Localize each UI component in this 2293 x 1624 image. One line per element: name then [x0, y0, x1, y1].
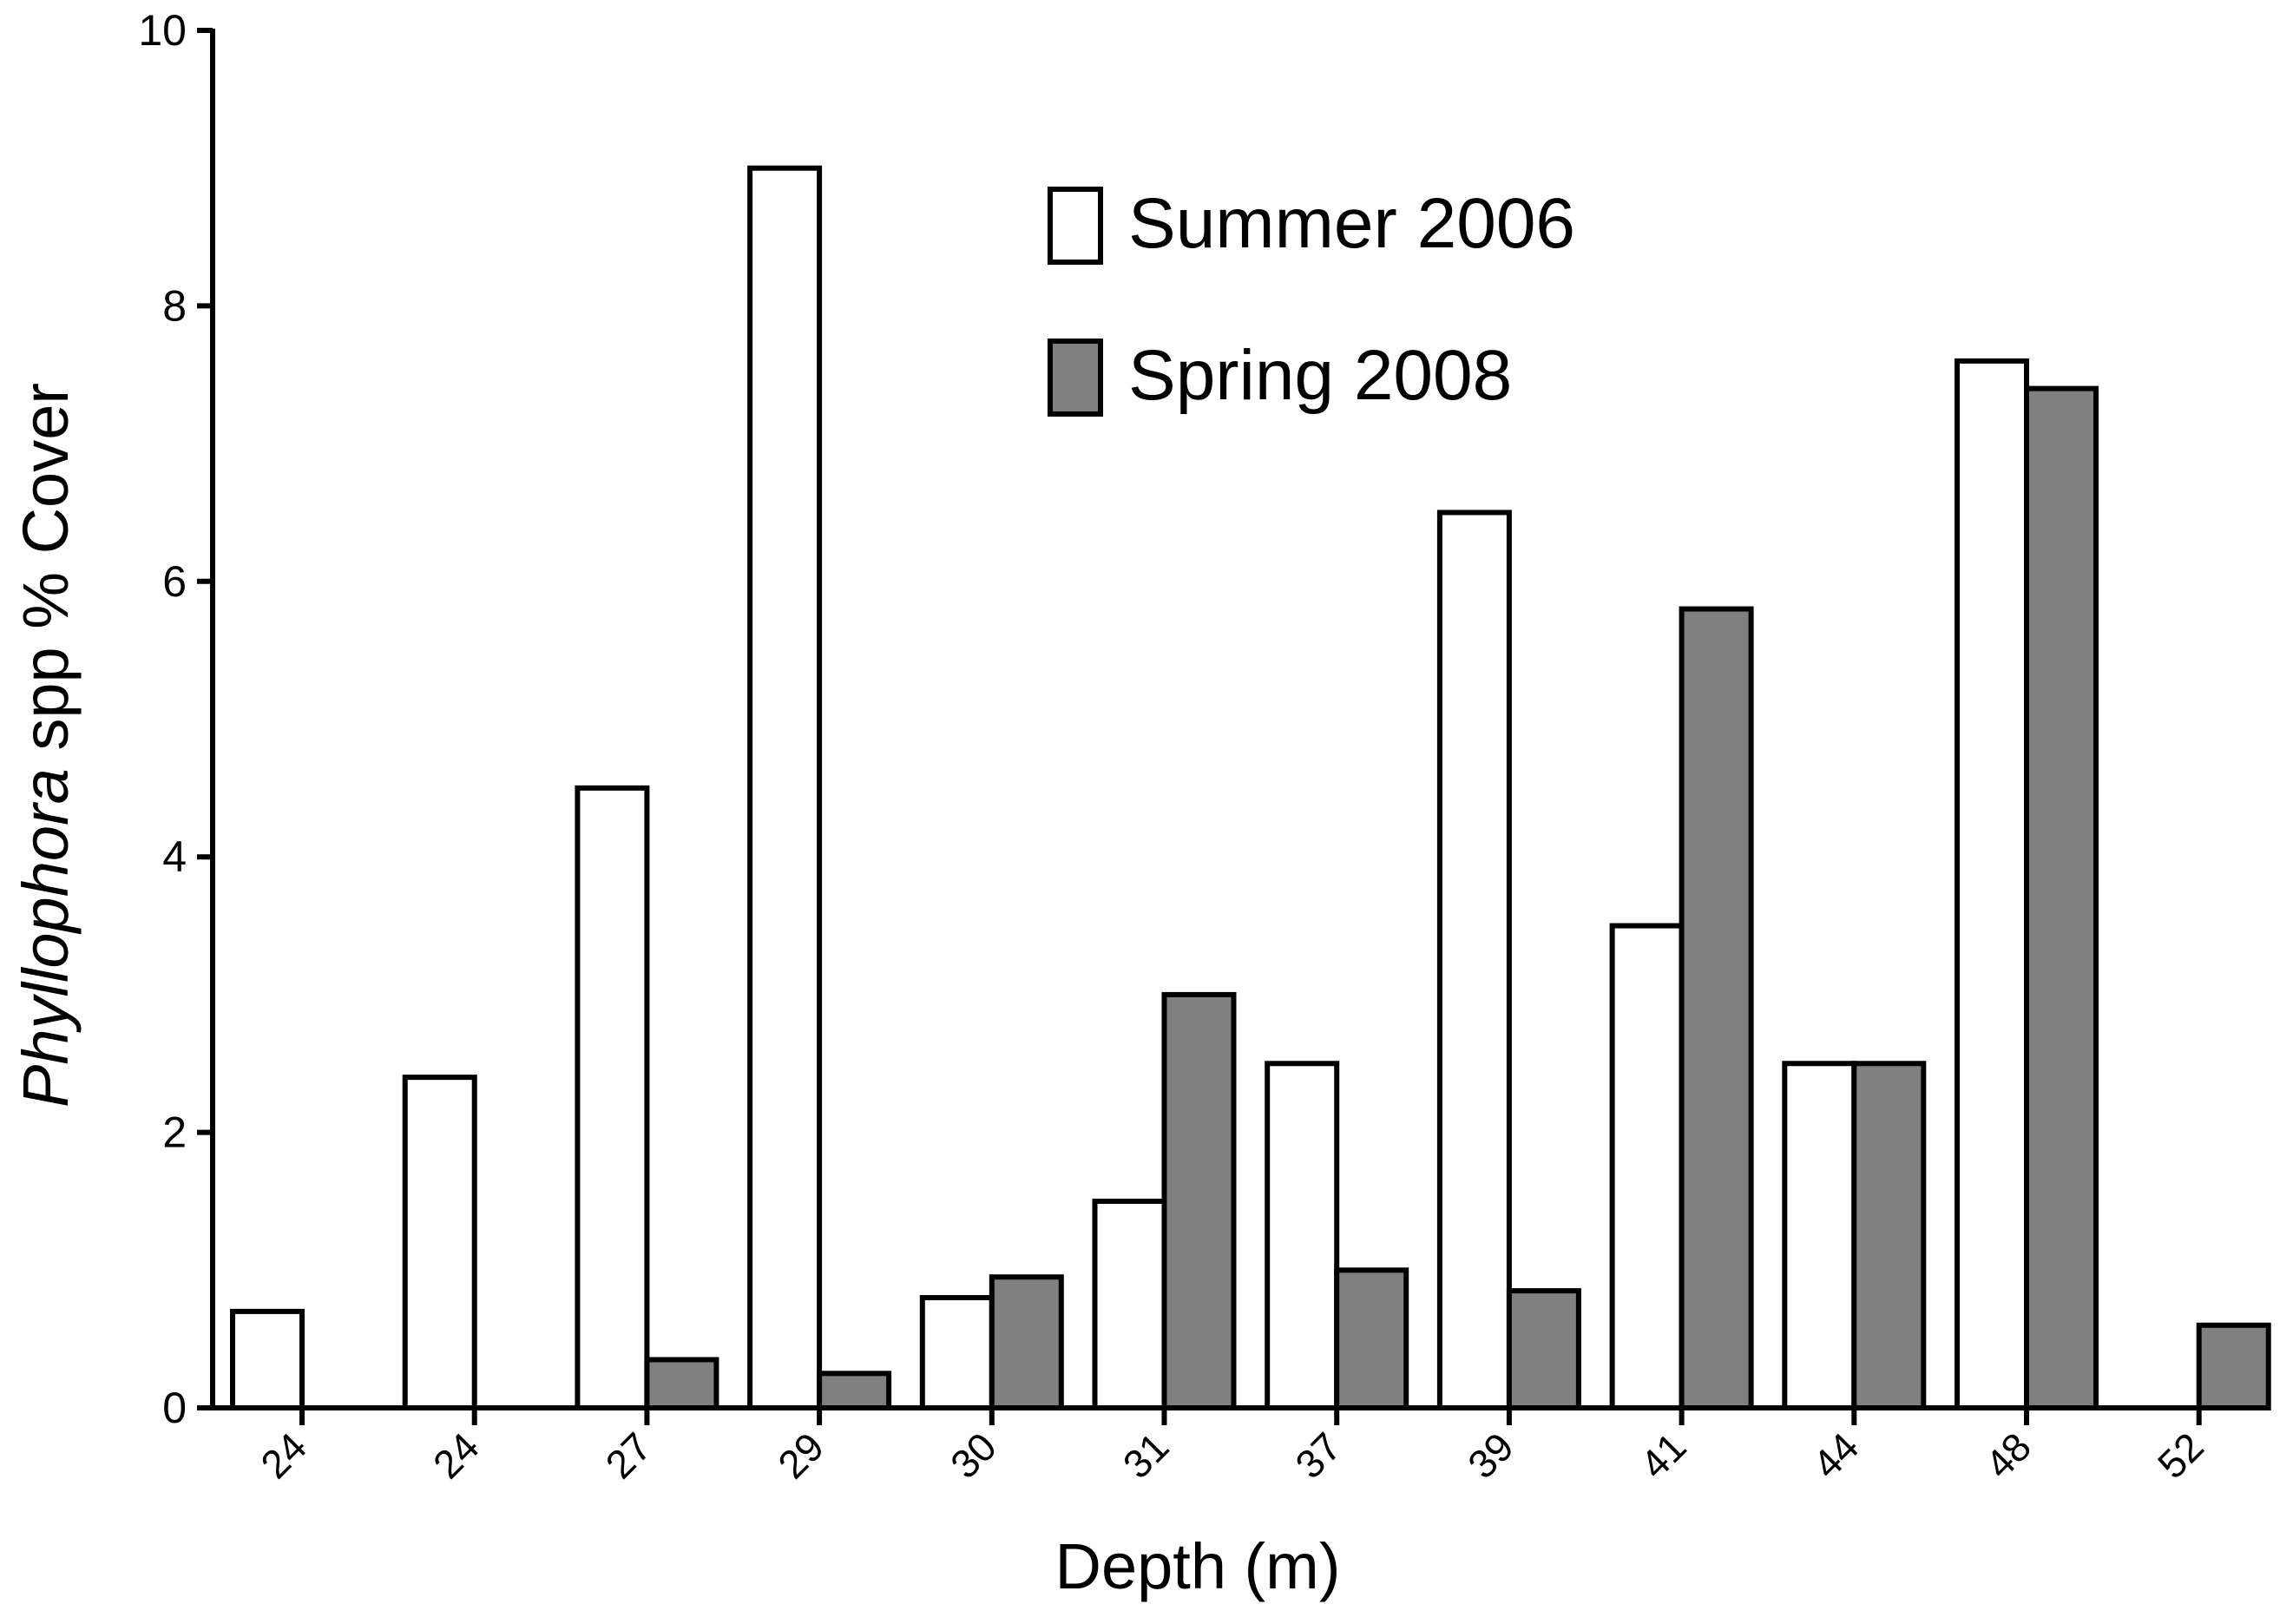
bar-spring-2008 — [1334, 1267, 1409, 1411]
bar-spring-2008 — [1679, 606, 1754, 1410]
bar-spring-2008 — [644, 1357, 719, 1410]
bar-summer-2006 — [1436, 510, 1512, 1411]
bar-summer-2006 — [1265, 1061, 1340, 1410]
legend-swatch-spring-2008 — [1048, 339, 1103, 417]
x-tick-label: 44 — [1804, 1423, 1867, 1487]
bar-summer-2006 — [919, 1295, 995, 1411]
x-tick-label: 48 — [1976, 1423, 2040, 1487]
x-tick-label: 30 — [942, 1423, 1005, 1487]
bar-summer-2006 — [1955, 358, 2029, 1410]
y-tick-label: 4 — [162, 832, 187, 881]
bar-summer-2006 — [1092, 1198, 1167, 1410]
x-tick-label: 29 — [769, 1423, 832, 1487]
x-tick-label: 39 — [1459, 1423, 1522, 1487]
bar-spring-2008 — [2196, 1322, 2271, 1411]
axes-layer — [210, 29, 2270, 1410]
legend-swatch-summer-2006 — [1048, 187, 1103, 265]
x-tick-label: 27 — [597, 1423, 660, 1487]
x-tick-label: 37 — [1286, 1423, 1350, 1487]
y-tick-label: 10 — [138, 6, 187, 55]
bar-spring-2008 — [989, 1274, 1064, 1410]
y-ticks: 0 2 4 6 8 10 — [138, 6, 213, 1432]
x-tick-label: 41 — [1632, 1423, 1695, 1487]
bar-spring-2008 — [1161, 991, 1237, 1411]
x-tick-label: 24 — [424, 1423, 488, 1487]
bar-summer-2006 — [230, 1308, 305, 1411]
x-ticks: 24 24 27 29 30 31 37 39 41 44 48 52 — [252, 1408, 2212, 1487]
y-axis-label-italic: Phyllophora — [10, 768, 82, 1108]
legend-label: Spring 2008 — [1128, 336, 1512, 415]
bar-spring-2008 — [817, 1371, 892, 1410]
bar-summer-2006 — [747, 165, 823, 1411]
y-axis-label-rest: spp % Cover — [10, 383, 82, 768]
bar-summer-2006 — [402, 1075, 477, 1410]
bar-spring-2008 — [1851, 1061, 1927, 1410]
y-tick-label: 6 — [162, 557, 187, 606]
bar-spring-2008 — [2024, 385, 2099, 1410]
bar-summer-2006 — [575, 785, 650, 1410]
y-tick-label: 0 — [162, 1384, 187, 1432]
bar-summer-2006 — [1609, 923, 1685, 1411]
x-axis-label: Depth (m) — [1055, 1530, 1341, 1602]
legend-label: Summer 2006 — [1128, 184, 1575, 263]
y-tick-label: 8 — [162, 281, 187, 330]
x-tick-label: 24 — [252, 1423, 315, 1487]
legend: Summer 2006 Spring 2008 — [1048, 184, 1575, 417]
bars-layer — [230, 165, 2271, 1411]
y-axis-label: Phyllophora spp % Cover — [10, 383, 82, 1108]
bar-spring-2008 — [1506, 1288, 1581, 1410]
bar-summer-2006 — [1782, 1061, 1857, 1410]
x-tick-label: 52 — [2149, 1423, 2212, 1487]
y-tick-label: 2 — [162, 1108, 187, 1157]
x-tick-label: 31 — [1114, 1423, 1178, 1487]
